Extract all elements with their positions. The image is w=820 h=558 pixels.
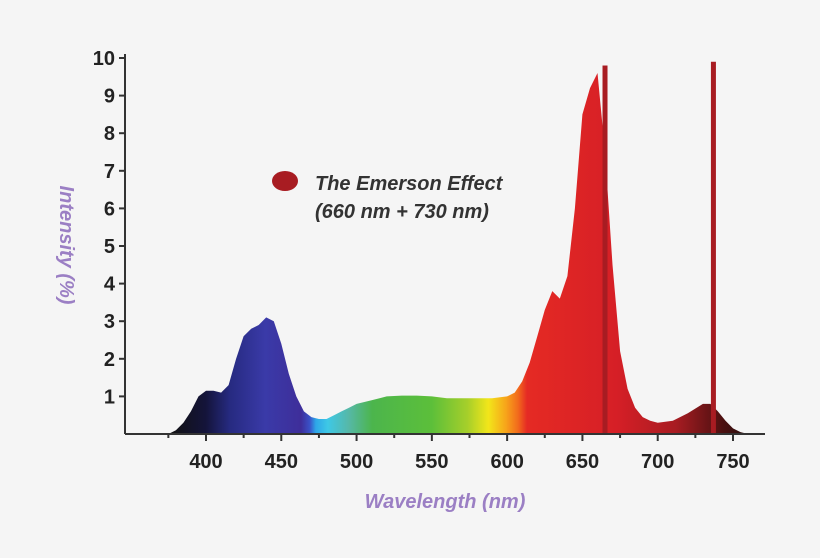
annotation-line1: The Emerson Effect xyxy=(315,173,504,195)
y-tick-label-2: 2 xyxy=(104,349,115,371)
emission-line-1 xyxy=(710,61,716,434)
x-tick-label-450: 450 xyxy=(265,451,298,473)
x-tick-label-400: 400 xyxy=(189,451,222,473)
y-tick-label-5: 5 xyxy=(104,236,115,258)
y-tick-label-6: 6 xyxy=(104,198,115,220)
y-tick-label-7: 7 xyxy=(104,161,115,183)
x-tick-label-550: 550 xyxy=(415,451,448,473)
emerson-effect-marker xyxy=(272,171,298,191)
x-tick-label-750: 750 xyxy=(716,451,749,473)
x-tick-label-600: 600 xyxy=(490,451,523,473)
x-tick-label-650: 650 xyxy=(566,451,599,473)
y-ticks: 1 2 3 4 5 6 7 8 9 10 xyxy=(93,48,125,408)
axes xyxy=(124,54,765,435)
y-tick-label-8: 8 xyxy=(104,123,115,145)
x-axis-title: Wavelength (nm) xyxy=(365,491,526,513)
x-tick-label-700: 700 xyxy=(641,451,674,473)
y-tick-label-1: 1 xyxy=(104,386,115,408)
area-layer xyxy=(168,73,749,434)
x-tick-label-500: 500 xyxy=(340,451,373,473)
x-ticks: 400 450 500 550 600 650 700 750 xyxy=(167,434,750,473)
annotation: The Emerson Effect (660 nm + 730 nm) xyxy=(272,171,504,223)
y-tick-label-9: 9 xyxy=(104,86,115,108)
annotation-line2: (660 nm + 730 nm) xyxy=(315,201,489,223)
emission-lines xyxy=(602,61,716,435)
y-tick-label-10: 10 xyxy=(93,48,115,70)
spectrum-area xyxy=(168,73,749,434)
emission-line-0 xyxy=(602,65,608,435)
y-tick-label-3: 3 xyxy=(104,311,115,333)
y-tick-label-4: 4 xyxy=(104,274,116,296)
y-axis-title: Intensity (%) xyxy=(55,186,77,305)
